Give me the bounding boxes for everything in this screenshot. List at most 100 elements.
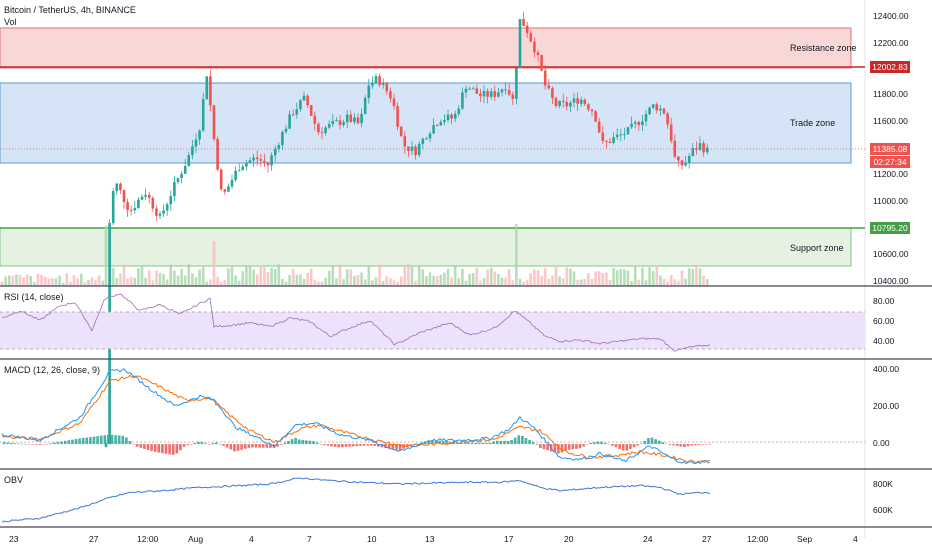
- volume-bar: [284, 281, 288, 286]
- volume-bar: [529, 273, 533, 286]
- volume-bar: [338, 264, 342, 286]
- volume-bar: [216, 276, 219, 286]
- volume-bar: [212, 241, 216, 286]
- volume-bar: [65, 273, 69, 286]
- volume-bar: [356, 274, 360, 286]
- candle-body: [464, 88, 468, 93]
- macd-histogram-bar: [236, 444, 240, 451]
- time-tick: 4: [853, 534, 858, 544]
- volume-bar: [669, 274, 673, 286]
- macd-histogram-bar: [517, 435, 521, 445]
- macd-histogram-bar: [564, 444, 567, 451]
- macd-histogram-bar: [495, 440, 499, 445]
- macd-histogram-bar: [409, 444, 413, 447]
- macd-histogram-bar: [207, 444, 211, 445]
- macd-histogram-bar: [326, 444, 330, 446]
- candle-body: [572, 98, 576, 103]
- volume-legend[interactable]: Vol: [4, 17, 17, 27]
- macd-histogram-bar: [157, 444, 161, 453]
- volume-bar: [428, 272, 432, 286]
- candle-body: [471, 88, 475, 90]
- volume-bar: [464, 280, 468, 286]
- time-tick: 4: [249, 534, 254, 544]
- volume-bar: [493, 271, 497, 286]
- macd-histogram-bar: [60, 441, 63, 445]
- macd-histogram-bar: [665, 443, 668, 445]
- candle-body: [608, 141, 612, 143]
- macd-histogram: [2, 434, 711, 455]
- macd-histogram-bar: [506, 440, 510, 445]
- price-tick: 11000.00: [873, 196, 908, 206]
- candle-body: [680, 160, 684, 166]
- volume-bar: [140, 265, 144, 286]
- volume-bar: [313, 280, 317, 286]
- candle-body: [554, 98, 558, 107]
- volume-bar: [349, 269, 353, 286]
- candle-body: [306, 95, 309, 106]
- last-price-tag: 11385.08: [870, 143, 910, 155]
- candle-body: [381, 82, 385, 85]
- macd-histogram-bar: [225, 444, 229, 448]
- volume-bar: [421, 269, 425, 286]
- candle-body: [165, 204, 169, 211]
- volume-bar: [58, 275, 61, 286]
- macd-histogram-bar: [247, 444, 251, 448]
- macd-histogram-bar: [81, 437, 85, 445]
- rsi-legend[interactable]: RSI (14, close): [4, 292, 64, 302]
- volume-bar: [324, 277, 327, 286]
- macd-histogram-bar: [398, 444, 402, 451]
- volume-bar: [374, 277, 378, 286]
- volume-bar: [291, 268, 295, 286]
- macd-legend[interactable]: MACD (12, 26, close, 9): [4, 365, 101, 375]
- price-tick: 10400.00: [873, 276, 909, 286]
- macd-histogram-bar: [110, 434, 114, 445]
- macd-histogram-bar: [121, 435, 125, 445]
- volume-bar: [540, 276, 543, 286]
- volume-bar: [205, 281, 209, 286]
- macd-histogram-bar: [485, 442, 488, 445]
- candle-body: [252, 157, 255, 161]
- volume-bar: [227, 268, 230, 286]
- candle-body: [356, 117, 360, 124]
- symbol-title[interactable]: Bitcoin / TetherUS, 4h, BINANCE: [4, 5, 136, 15]
- macd-histogram-bar: [578, 444, 582, 449]
- volume-bar: [489, 267, 493, 286]
- volume-bar: [677, 280, 680, 286]
- candle-body: [651, 104, 655, 108]
- candle-body: [313, 115, 317, 124]
- macd-histogram-bar: [337, 444, 341, 448]
- candle-body: [529, 33, 533, 42]
- candle-body: [666, 113, 669, 125]
- volume-bar: [342, 279, 345, 286]
- rsi-tick: 60.00: [873, 316, 895, 326]
- volume-bar: [119, 273, 122, 286]
- candle-body: [378, 76, 381, 85]
- candle-body: [633, 122, 637, 124]
- candle-body: [144, 194, 147, 197]
- volume-bar: [389, 278, 392, 286]
- macd-histogram-bar: [222, 444, 225, 446]
- volume-bar: [590, 278, 594, 286]
- macd-tick: 200.00: [873, 401, 899, 411]
- macd-histogram-bar: [211, 443, 215, 445]
- volume-bar: [371, 280, 374, 286]
- volume-bar: [443, 272, 446, 286]
- candle-body: [403, 136, 407, 147]
- countdown-tag: 02:27:34: [870, 156, 910, 168]
- candle-body: [399, 126, 403, 137]
- macd-histogram-bar: [582, 444, 585, 447]
- candle-body: [615, 134, 619, 138]
- macd-histogram-bar: [416, 443, 420, 445]
- obv-legend[interactable]: OBV: [4, 475, 24, 485]
- candle-body: [576, 98, 579, 104]
- candle-body: [183, 166, 187, 174]
- candle-body: [176, 178, 180, 183]
- macd-histogram-bar: [283, 442, 287, 445]
- candle-body: [201, 99, 205, 131]
- candle-body: [421, 138, 425, 144]
- volume-bar: [504, 277, 507, 286]
- candle-body: [320, 132, 324, 134]
- macd-histogram-bar: [661, 442, 665, 445]
- volume-bar: [417, 264, 421, 286]
